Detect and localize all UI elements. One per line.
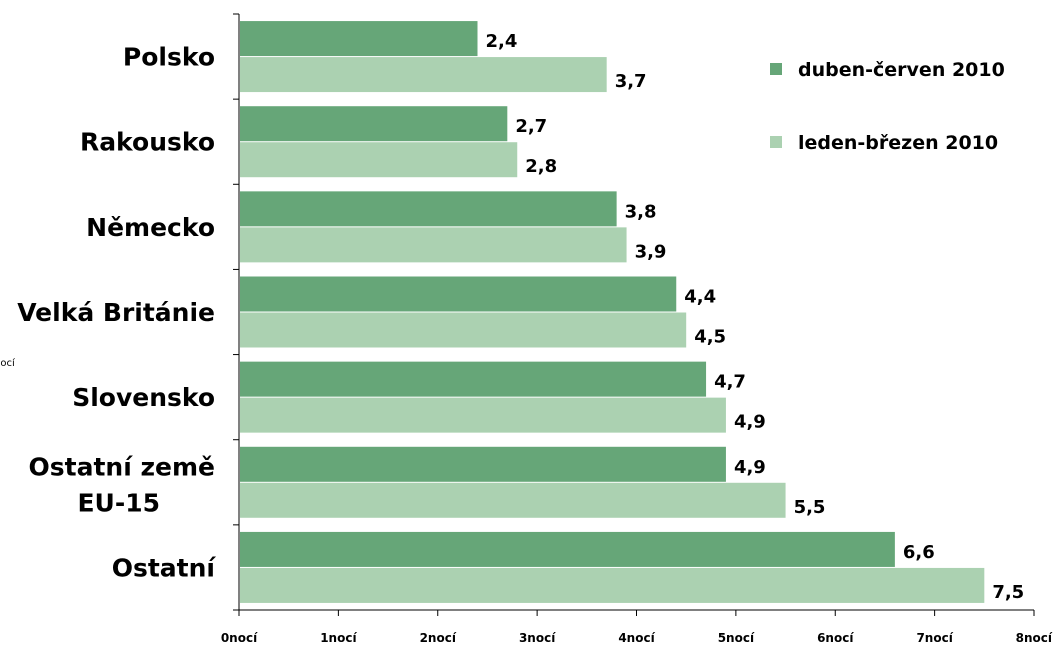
bar-nemecko-series-2 — [240, 227, 627, 263]
x-tick-label: 2nocí — [420, 631, 457, 645]
bar-polsko-series-2 — [240, 57, 607, 93]
data-label-rakousko-series-1: 2,7 — [515, 116, 547, 137]
data-labels: 2,4 3,7 2,7 2,8 3,8 3,9 4,4 4,5 4,7 4,9 4,9 5,5 6,6 7… — [486, 31, 1025, 603]
bar-ostatni-series-1 — [240, 531, 895, 567]
bar-slovensko-series-1 — [240, 361, 707, 397]
bar-polsko-series-1 — [240, 21, 478, 57]
x-tick-label: 7nocí — [916, 631, 953, 645]
bar-ostatni-zeme-eu-15-series-1 — [240, 446, 726, 482]
legend: duben-červen 2010 leden-březen 2010 — [770, 59, 1005, 154]
category-label-slovensko: Slovensko — [72, 383, 215, 412]
bar-ostatni-zeme-eu-15-series-2 — [240, 482, 786, 518]
bar-rakousko-series-1 — [240, 106, 508, 142]
x-tick-label: 5nocí — [718, 631, 755, 645]
category-label-ostatni: Ostatní — [112, 553, 217, 582]
x-tick-label: 8nocí — [1016, 631, 1053, 645]
x-tick-label: 1nocí — [320, 631, 357, 645]
y-axis-title: nocí — [0, 357, 16, 369]
category-label-rakousko: Rakousko — [80, 128, 215, 157]
bar-velka-britanie-series-1 — [240, 276, 677, 312]
x-tick-label: 4nocí — [618, 631, 655, 645]
data-label-ostatni-series-1: 6,6 — [903, 542, 935, 563]
x-tick-label: 0nocí — [221, 631, 258, 645]
bar-velka-britanie-series-2 — [240, 312, 687, 348]
legend-swatch-series-2 — [770, 136, 782, 148]
data-label-ostatni-zeme-eu-15-series-2: 5,5 — [794, 497, 826, 518]
bar-rakousko-series-2 — [240, 142, 518, 178]
x-axis: 0nocí 1nocí 2nocí 3nocí 4nocí 5nocí 6nocí 7nocí… — [221, 609, 1053, 645]
data-label-slovensko-series-1: 4,7 — [714, 372, 746, 393]
x-tick-label: 3nocí — [519, 631, 556, 645]
x-tick-label: 6nocí — [817, 631, 854, 645]
legend-swatch-series-1 — [770, 63, 782, 75]
data-label-velka-britanie-series-2: 4,5 — [694, 327, 726, 348]
bar-ostatni-series-2 — [240, 567, 985, 603]
legend-label-series-1: duben-červen 2010 — [798, 59, 1005, 81]
category-label-ostatni-zeme-eu-15: Ostatní země EU-15 — [29, 452, 216, 517]
bar-nemecko-series-1 — [240, 191, 617, 227]
category-label-nemecko: Německo — [86, 213, 215, 242]
data-label-nemecko-series-2: 3,9 — [635, 241, 667, 262]
data-label-velka-britanie-series-1: 4,4 — [684, 287, 716, 308]
data-label-polsko-series-2: 3,7 — [615, 71, 647, 92]
data-label-slovensko-series-2: 4,9 — [734, 412, 766, 433]
data-label-ostatni-zeme-eu-15-series-1: 4,9 — [734, 457, 766, 478]
legend-label-series-2: leden-březen 2010 — [798, 132, 998, 154]
category-label-polsko: Polsko — [123, 43, 215, 72]
data-label-nemecko-series-1: 3,8 — [625, 201, 657, 222]
data-label-polsko-series-1: 2,4 — [486, 31, 518, 52]
category-label-velka-britanie: Velká Británie — [17, 298, 215, 327]
data-label-ostatni-series-2: 7,5 — [992, 582, 1024, 603]
bars — [240, 21, 985, 603]
category-axis: Polsko Rakousko Německo Velká Británie Slove… — [17, 13, 240, 611]
data-label-rakousko-series-2: 2,8 — [525, 156, 557, 177]
bar-slovensko-series-2 — [240, 397, 726, 433]
